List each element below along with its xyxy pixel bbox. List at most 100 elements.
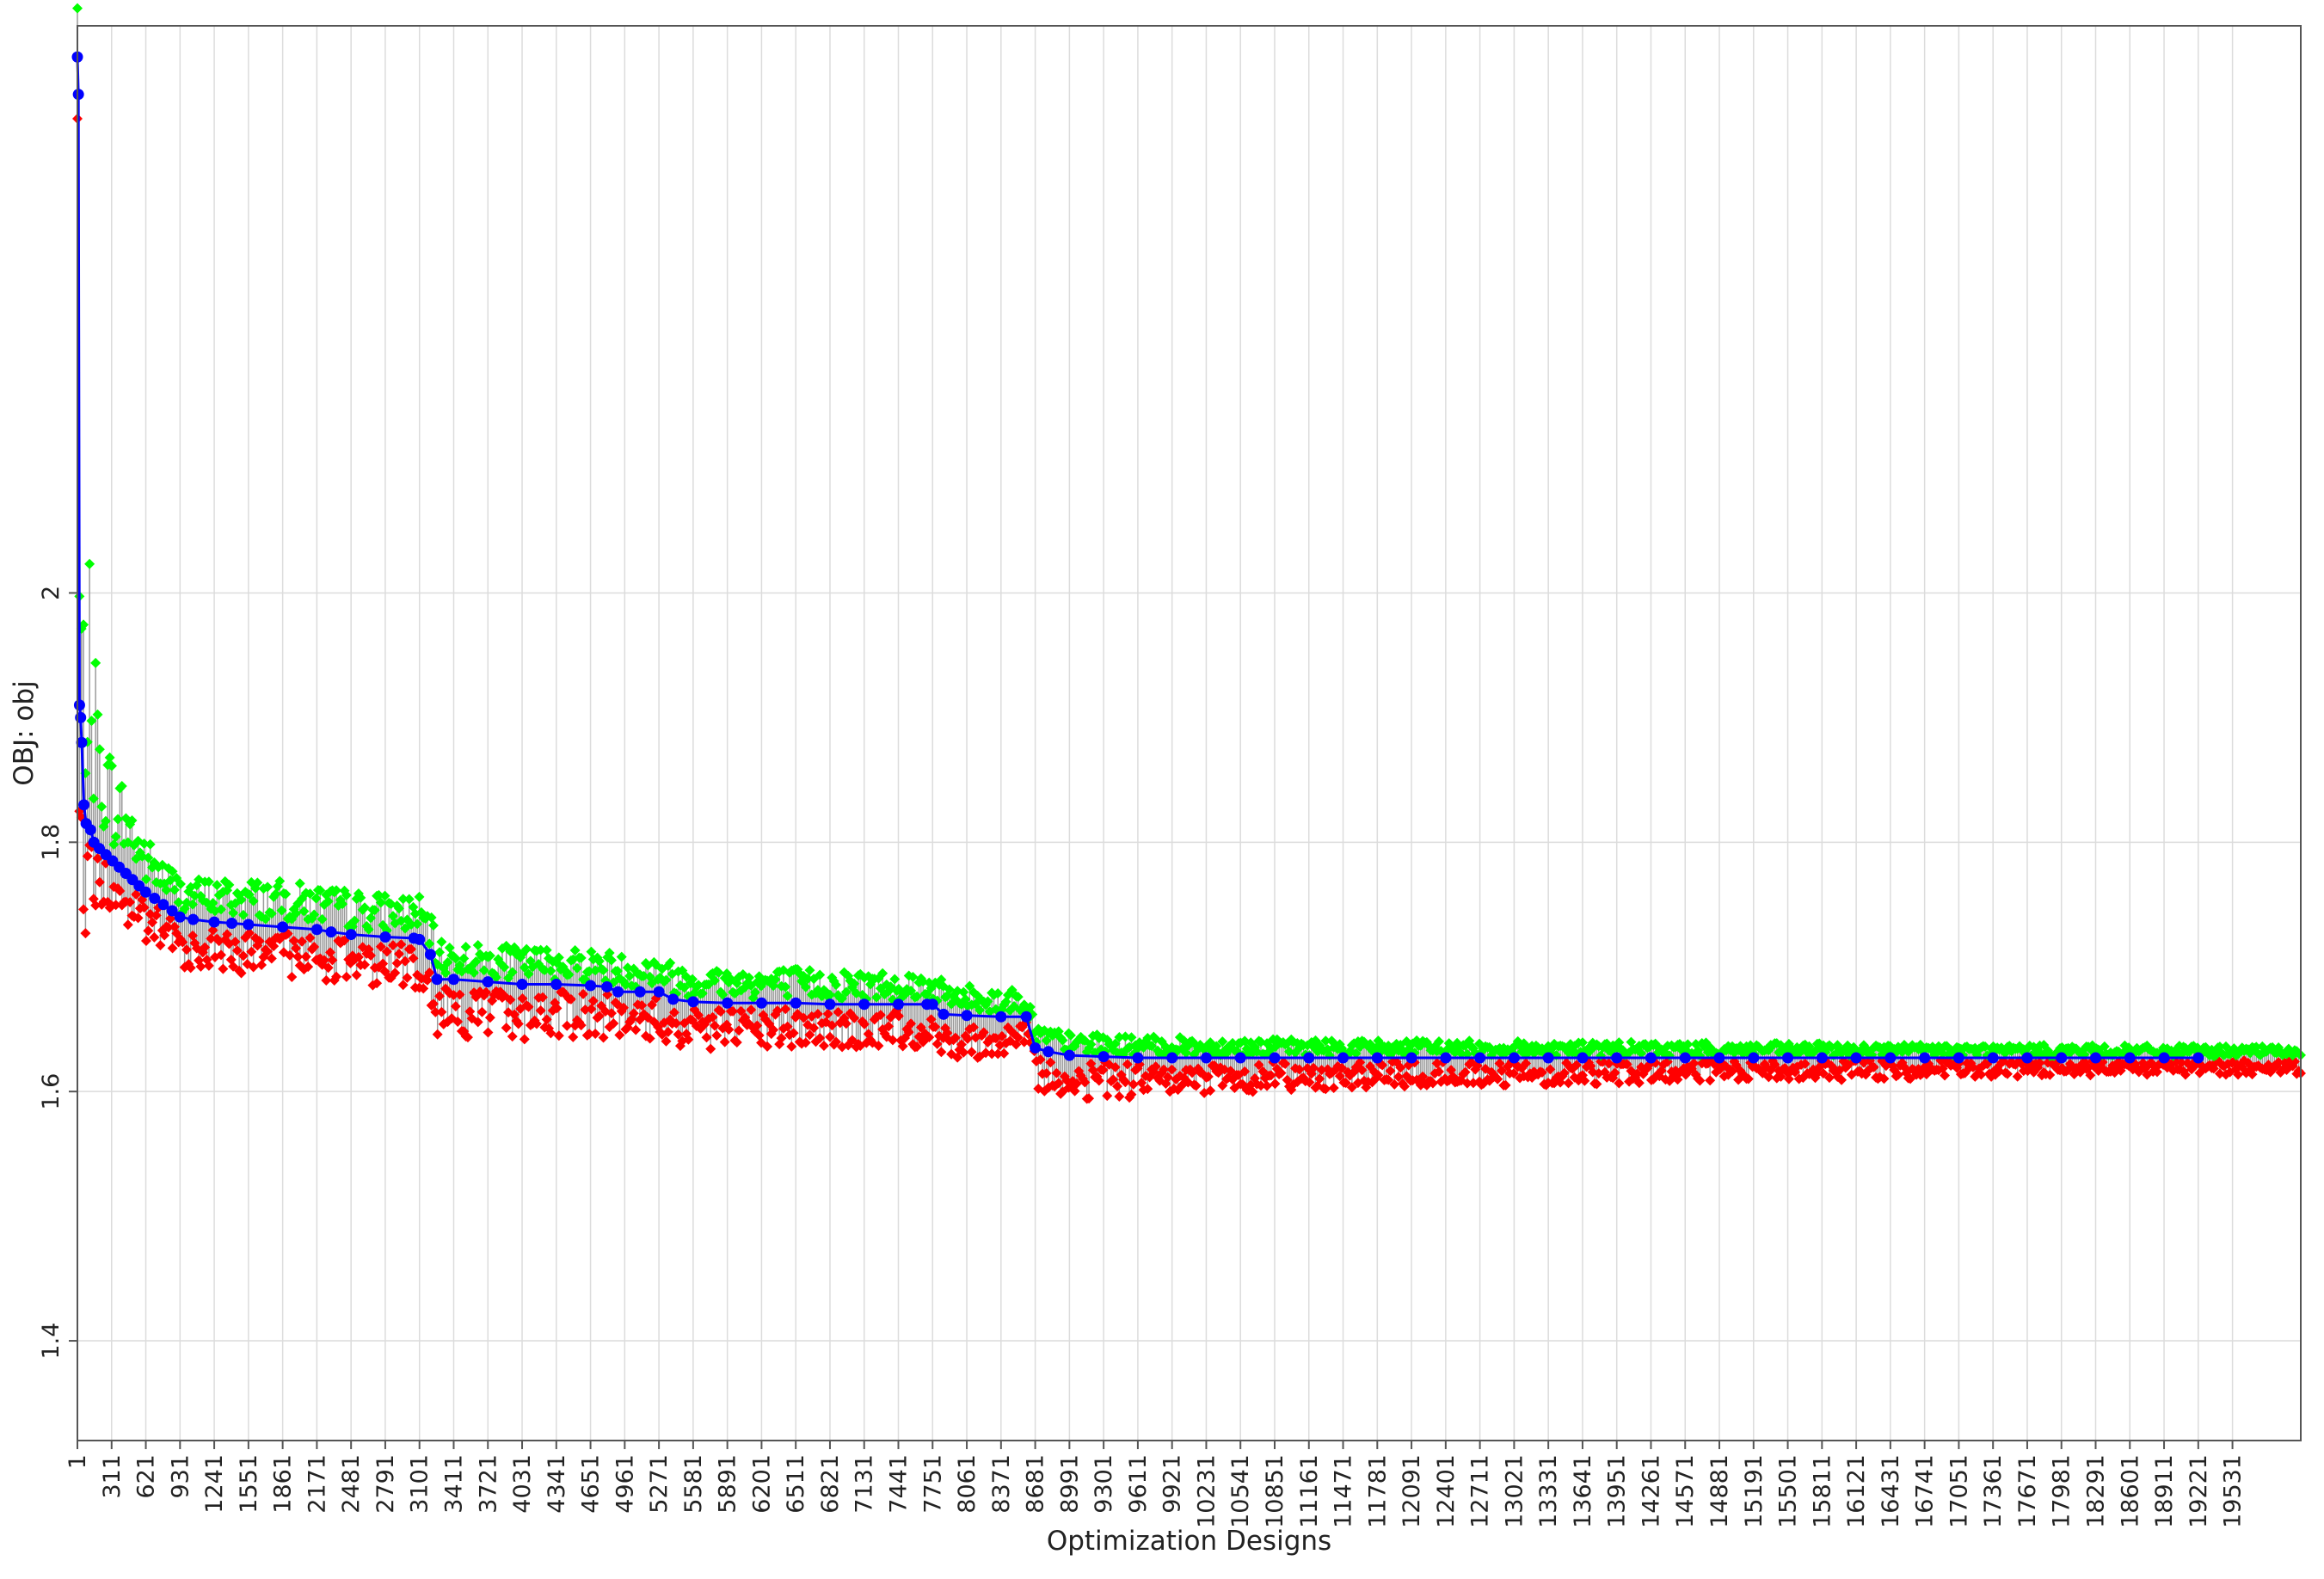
upper-point [1146, 1041, 1157, 1052]
best-point [78, 799, 90, 811]
lower-point [1334, 1071, 1345, 1082]
upper-point [96, 802, 108, 813]
lower-point [501, 1023, 512, 1034]
upper-point [203, 876, 214, 888]
lower-point [1705, 1075, 1716, 1086]
upper-point [944, 984, 955, 995]
lower-point [1799, 1058, 1811, 1069]
lower-point [2034, 1057, 2045, 1068]
upper-point [317, 913, 328, 925]
lower-point [1373, 1070, 1384, 1081]
upper-point [907, 972, 919, 983]
lower-point [481, 986, 492, 998]
y-tick-label: 1.8 [38, 824, 65, 861]
best-point [1063, 1049, 1075, 1061]
best-point [139, 886, 151, 898]
lower-series-markers [72, 114, 2306, 1104]
best-point [73, 699, 85, 711]
x-tick-label: 1241 [201, 1454, 228, 1514]
upper-point [167, 866, 178, 877]
best-point [1440, 1052, 1452, 1064]
best-point [1782, 1052, 1794, 1064]
lower-point [484, 1012, 495, 1023]
lower-point [434, 991, 446, 1002]
best-point [379, 931, 391, 943]
lower-point [562, 1020, 573, 1031]
lower-point [925, 1014, 937, 1025]
x-tick-label: 13641 [1570, 1454, 1596, 1528]
best-point [550, 979, 563, 991]
upper-point [78, 619, 89, 630]
best-point [1166, 1052, 1178, 1064]
lower-point [288, 935, 299, 946]
lower-point [924, 1032, 935, 1043]
lower-point [776, 1033, 787, 1044]
lower-point [711, 1029, 722, 1041]
lower-point [216, 949, 227, 961]
best-point [72, 89, 84, 101]
x-tick-label: 5891 [715, 1454, 741, 1514]
lower-point [151, 910, 162, 921]
lower-point [1041, 1067, 1052, 1078]
upper-point [804, 965, 815, 976]
lower-point [452, 1016, 464, 1027]
lower-point [1205, 1085, 1216, 1097]
lower-point [1395, 1062, 1406, 1073]
upper-point [100, 815, 111, 826]
x-tick-label: 1551 [236, 1454, 262, 1514]
best-point [653, 986, 665, 998]
x-tick-label: 7131 [852, 1454, 878, 1514]
upper-point [1057, 1035, 1068, 1046]
lower-point [956, 1039, 967, 1050]
lower-point [707, 1011, 718, 1023]
best-point [755, 997, 767, 1009]
lower-point [1823, 1072, 1835, 1084]
upper-point [243, 889, 255, 900]
lower-point [1126, 1089, 1137, 1100]
lower-point [565, 993, 576, 1005]
lower-point [734, 1025, 745, 1036]
upper-point [2220, 1041, 2231, 1052]
lower-point [1114, 1091, 1125, 1102]
best-point [1884, 1052, 1897, 1064]
lower-point [246, 946, 257, 957]
best-point [1097, 1051, 1110, 1063]
lower-point [331, 971, 342, 982]
upper-point [1012, 992, 1024, 1003]
lower-point [1162, 1072, 1173, 1083]
lower-point [1688, 1058, 1700, 1069]
upper-point [94, 744, 105, 755]
upper-point [563, 969, 575, 980]
upper-point [507, 967, 518, 978]
best-point [1987, 1052, 1999, 1064]
lower-point [1262, 1080, 1273, 1091]
lower-point [1385, 1066, 1396, 1077]
upper-point [499, 962, 510, 973]
upper-point [638, 970, 649, 981]
lower-point [92, 853, 103, 864]
lower-point [661, 1035, 672, 1047]
y-axis-title: OBJ: obj [9, 680, 40, 785]
lower-point [753, 1029, 765, 1041]
lower-point [740, 1012, 751, 1023]
lower-point [1940, 1070, 1951, 1081]
best-point [188, 913, 200, 925]
lower-point [786, 1041, 797, 1052]
upper-point [444, 942, 455, 953]
x-tick-label: 16741 [1912, 1454, 1939, 1528]
best-point [345, 929, 357, 941]
upper-point [598, 965, 609, 976]
lower-point [1355, 1057, 1366, 1068]
best-point [1508, 1052, 1520, 1064]
upper-point [169, 884, 180, 895]
upper-point [906, 985, 917, 996]
upper-point [90, 657, 101, 668]
upper-point [478, 965, 489, 976]
lower-point [1614, 1078, 1625, 1089]
lower-point [1122, 1059, 1133, 1070]
lower-point [798, 1012, 809, 1023]
best-point [310, 924, 323, 936]
lower-point [432, 1029, 443, 1040]
lower-point [1632, 1068, 1643, 1079]
x-tick-label: 9611 [1125, 1454, 1152, 1514]
